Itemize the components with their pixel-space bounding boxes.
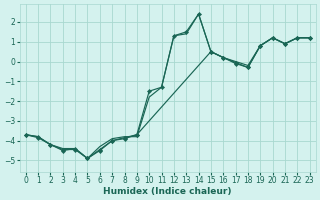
X-axis label: Humidex (Indice chaleur): Humidex (Indice chaleur)	[103, 187, 232, 196]
